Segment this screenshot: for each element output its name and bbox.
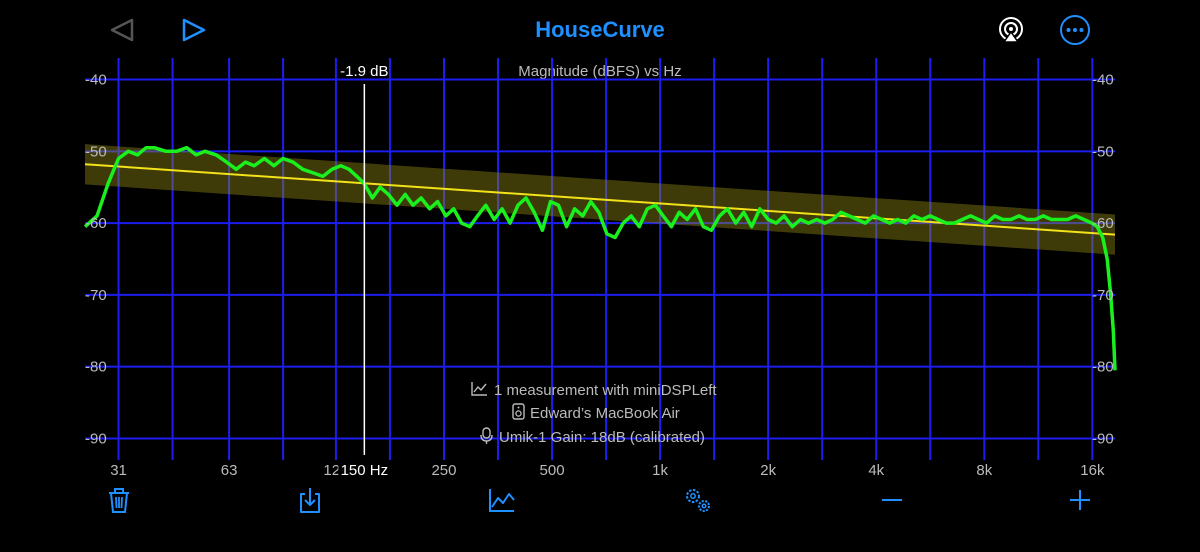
app-title: HouseCurve [535, 17, 665, 42]
bottom-toolbar [0, 480, 1200, 520]
x-tick-label: 31 [110, 462, 127, 479]
airplay-icon [999, 17, 1023, 43]
info-line-text: Umik-1 Gain: 18dB (calibrated) [499, 429, 705, 446]
y-tick-label-left: -60 [85, 215, 107, 232]
zoom-in-button[interactable] [1064, 484, 1096, 516]
back-icon [110, 18, 134, 42]
x-tick-label: 500 [540, 462, 565, 479]
minus-icon [882, 499, 902, 501]
speaker-icon [512, 403, 525, 420]
info-line-text: Edward’s MacBook Air [530, 405, 680, 422]
settings-icon [686, 489, 710, 512]
x-grid [117, 58, 1094, 460]
plus-icon [1070, 490, 1090, 510]
icon-stroke [515, 410, 522, 417]
top-bar: HouseCurve [0, 0, 1200, 60]
y-tick-label-right: -70 [1092, 287, 1114, 304]
trash-icon [109, 488, 129, 513]
cursor-frequency-label: 150 Hz [341, 462, 389, 479]
target-band-layer [84, 144, 1116, 255]
info-line-text: 1 measurement with miniDSPLeft [494, 382, 717, 399]
settings-button[interactable] [682, 484, 714, 516]
cursor-layer[interactable]: -1.9 dB [340, 63, 389, 455]
y-tick-label-left: -80 [85, 359, 107, 376]
measurement-curve [83, 145, 1117, 371]
y-tick-label-right: -80 [1092, 359, 1114, 376]
x-tick-label: 63 [221, 462, 238, 479]
more-button[interactable] [1059, 14, 1091, 46]
icon-stroke [473, 383, 487, 393]
play-icon [182, 18, 206, 42]
y-tick-label-right: -60 [1092, 215, 1114, 232]
x-tick-label: 2k [760, 462, 776, 479]
icon-stroke [471, 382, 487, 396]
info-line: Edward’s MacBook Air [512, 403, 680, 422]
x-tick-label: 1k [652, 462, 668, 479]
y-tick-label-right: -50 [1092, 143, 1114, 160]
airplay-button[interactable] [995, 14, 1027, 46]
chart-line-icon [471, 382, 487, 396]
export-button[interactable] [294, 484, 326, 516]
x-tick-label: 250 [431, 462, 456, 479]
y-tick-label-left: -50 [85, 143, 107, 160]
x-tick-label: 16k [1080, 462, 1105, 479]
x-tick-label: 4k [868, 462, 884, 479]
magnitude-chart[interactable]: Magnitude (dBFS) vs Hz -1.9 dB -40 -40 -50… [0, 0, 1200, 480]
back-button[interactable] [106, 14, 138, 46]
microphone-icon [480, 427, 493, 444]
play-button[interactable] [178, 14, 210, 46]
y-tick-label-left: -40 [85, 72, 107, 89]
cursor-value-label: -1.9 dB [340, 63, 388, 80]
chart-button[interactable] [486, 484, 518, 516]
delete-button[interactable] [103, 484, 135, 516]
chart-icon [489, 489, 515, 512]
info-line: 1 measurement with miniDSPLeft [471, 382, 717, 399]
chart-title: Magnitude (dBFS) vs Hz [518, 63, 681, 80]
x-tick-label: 8k [976, 462, 992, 479]
cursor-frequency-label-bg [338, 461, 391, 479]
zoom-out-button[interactable] [876, 484, 908, 516]
y-tick-label-right: -90 [1092, 430, 1114, 447]
icon-stroke [482, 427, 491, 439]
y-tick-label-left: -90 [85, 430, 107, 447]
icon-stroke [512, 403, 525, 420]
more-icon [1060, 15, 1090, 45]
y-tick-label-right: -40 [1092, 72, 1114, 89]
measurement-info: 1 measurement with miniDSPLeft Edward’s M… [471, 382, 717, 446]
export-icon [300, 488, 320, 513]
series-layer [83, 145, 1117, 371]
icon-stroke [517, 406, 520, 409]
info-line: Umik-1 Gain: 18dB (calibrated) [480, 427, 705, 446]
y-tick-label-left: -70 [85, 287, 107, 304]
